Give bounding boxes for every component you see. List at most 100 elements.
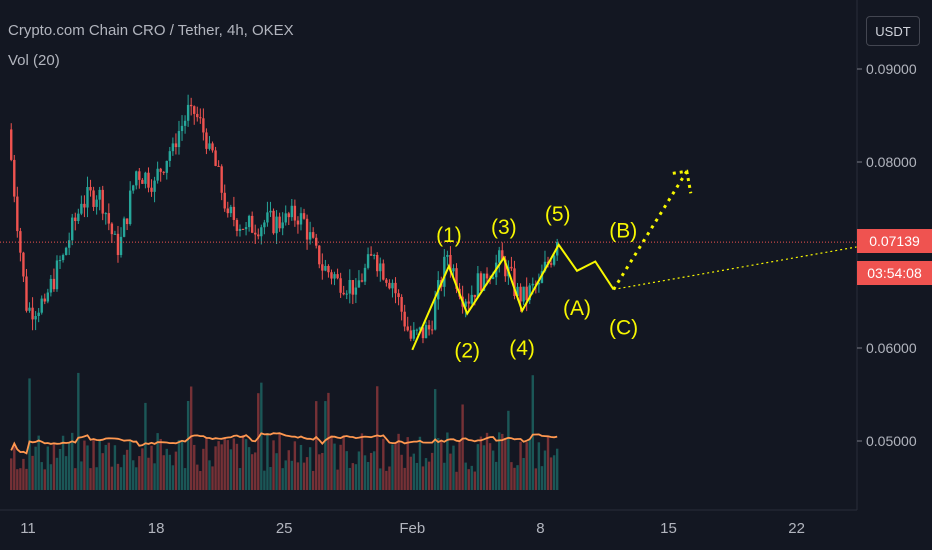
volume-bar <box>415 462 419 490</box>
candle-body <box>238 228 242 231</box>
volume-bar <box>34 446 37 490</box>
last-price-tag: 0.07139 <box>857 229 932 253</box>
candle-body <box>549 263 553 265</box>
price-axis[interactable]: 0.09000 0.08000 0.06000 0.05000 <box>857 61 917 449</box>
volume-bar <box>494 461 498 490</box>
candle-body <box>211 143 214 151</box>
candle-body <box>382 263 385 280</box>
volume-bar <box>183 468 187 490</box>
candle-body <box>403 311 406 327</box>
candle-body <box>257 234 260 237</box>
volume-bar <box>238 468 242 490</box>
x-tick-label: 8 <box>536 520 544 537</box>
volume-bar <box>369 452 373 490</box>
candle-body <box>180 125 184 132</box>
volume-bar <box>479 436 483 490</box>
candle-body <box>25 276 28 311</box>
volume-bar <box>177 439 181 490</box>
x-tick-label: Feb <box>399 520 425 537</box>
volume-bar <box>89 468 92 490</box>
candle-body <box>525 286 528 301</box>
volume-bar <box>311 470 315 490</box>
candle-body <box>189 104 193 107</box>
volume-bar <box>141 448 144 490</box>
volume-indicator-label[interactable]: Vol (20) <box>8 52 60 69</box>
candle-body <box>22 252 25 277</box>
candle-body <box>452 268 455 272</box>
candle-body <box>19 231 22 253</box>
candle-body <box>342 292 345 295</box>
volume-bar <box>403 467 406 490</box>
volume-bar <box>55 457 59 490</box>
candle-body <box>348 280 351 294</box>
x-tick-label: 18 <box>148 520 165 537</box>
candle-body <box>147 172 150 188</box>
volume-bar <box>507 410 510 490</box>
candle-body <box>366 254 370 268</box>
volume-bar <box>421 466 425 490</box>
wave-label: (B) <box>609 220 637 243</box>
time-axis[interactable]: 11 18 25 Feb 8 15 22 <box>20 520 805 537</box>
candle-body <box>80 203 83 214</box>
volume-bar <box>546 436 550 490</box>
candle-body <box>296 220 300 225</box>
volume-bar <box>74 468 77 490</box>
volume-bar <box>446 432 449 490</box>
candle-body <box>302 213 306 219</box>
volume-bar <box>458 441 461 490</box>
candle-body <box>205 132 208 149</box>
volume-bar <box>58 448 62 490</box>
candle-body <box>345 293 348 295</box>
candle-body <box>388 282 391 289</box>
candle-body <box>28 307 31 311</box>
volume-bar <box>202 448 205 490</box>
candle-body <box>74 217 77 222</box>
candle-body <box>43 298 46 302</box>
volume-bar <box>208 460 211 490</box>
volume-bar <box>95 467 98 490</box>
candle-body <box>339 278 342 293</box>
volume-bar <box>382 438 385 490</box>
volume-bar <box>543 450 547 490</box>
candle-body <box>290 205 294 218</box>
candle-body <box>46 292 50 302</box>
currency-button[interactable]: USDT <box>866 16 920 46</box>
volume-bar <box>49 464 53 490</box>
volume-bar <box>519 441 522 490</box>
candle-body <box>49 278 53 293</box>
volume-bar <box>391 444 394 490</box>
candle-body <box>214 150 217 166</box>
candle-body <box>385 279 388 283</box>
candle-body <box>427 325 431 330</box>
candle-body <box>241 228 245 230</box>
candle-body <box>122 218 126 237</box>
candle-body <box>37 312 40 317</box>
candle-body <box>394 282 397 294</box>
candle-body <box>40 298 43 313</box>
volume-bar <box>144 402 147 490</box>
candle-body <box>391 282 394 289</box>
volume-bar <box>290 460 294 490</box>
candle-body <box>183 120 187 126</box>
volume-bar <box>171 465 175 490</box>
candle-body <box>174 143 178 148</box>
volume-bar <box>305 457 309 490</box>
volume-bar <box>354 464 358 490</box>
volume-bar <box>485 432 489 490</box>
volume-bar <box>345 451 348 490</box>
candle-body <box>406 326 409 331</box>
volume-bar <box>180 440 184 490</box>
volume-bar <box>461 404 464 490</box>
volume-bar <box>52 443 56 490</box>
candle-body <box>119 236 123 255</box>
candle-body <box>113 233 117 235</box>
volume-bar <box>43 469 46 490</box>
target-arrow-head <box>672 169 693 194</box>
candle-body <box>95 199 98 207</box>
volume-bar <box>211 466 214 490</box>
wave-label: (2) <box>454 340 480 363</box>
volume-bar <box>534 468 538 490</box>
volume-bar <box>165 448 168 490</box>
volume-bar <box>189 386 193 490</box>
